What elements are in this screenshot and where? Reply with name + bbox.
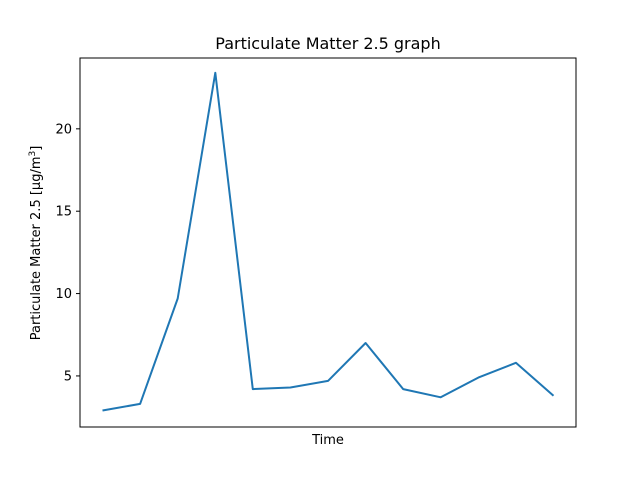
plot-frame <box>79 57 577 428</box>
chart-title: Particulate Matter 2.5 graph <box>215 34 440 53</box>
y-axis-label: Particulate Matter 2.5 [μg/m3] <box>28 146 44 341</box>
y-tick-label: 20 <box>55 122 72 137</box>
data-points <box>102 72 554 411</box>
y-tick-label: 10 <box>55 287 72 302</box>
y-tick-label: 5 <box>64 369 72 384</box>
y-axis-label-main: Particulate Matter 2.5 [μg/m <box>29 157 44 341</box>
y-axis-label-superscript: 3 <box>28 151 38 157</box>
y-axis-ticks: 5 10 15 20 <box>55 122 80 384</box>
y-tick-label: 15 <box>55 205 72 220</box>
y-axis-label-close: ] <box>29 146 44 151</box>
x-axis-label: Time <box>311 433 344 448</box>
